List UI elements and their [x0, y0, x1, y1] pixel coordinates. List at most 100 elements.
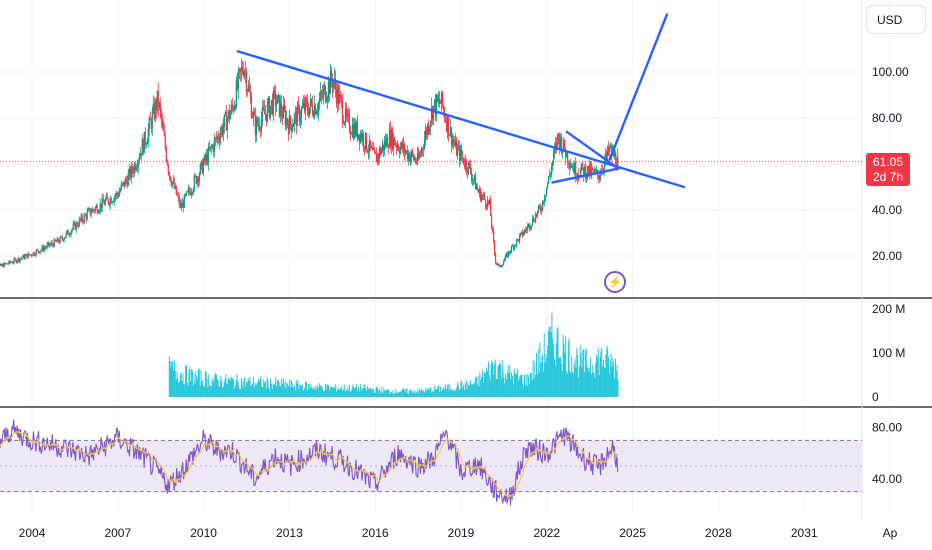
volume-bar	[469, 380, 471, 397]
volume-bar	[324, 383, 326, 397]
volume-bar	[231, 377, 233, 397]
candle-body	[161, 120, 163, 123]
candle-body	[341, 101, 344, 122]
candle-body	[598, 175, 600, 180]
candle-body	[516, 239, 518, 246]
rsi-ma-line	[0, 430, 619, 498]
volume-bar	[590, 357, 592, 397]
volume-bar	[559, 357, 561, 397]
volume-bar	[543, 333, 545, 397]
volume-bar	[454, 391, 456, 397]
candle-body	[551, 166, 553, 175]
candle-body	[449, 127, 452, 135]
candle-body	[552, 161, 554, 167]
volume-bar	[464, 383, 466, 397]
volume-bar	[451, 390, 453, 397]
volume-bar	[600, 351, 602, 397]
candle-body	[310, 98, 313, 105]
candle-body	[69, 234, 71, 236]
candle-body	[194, 175, 196, 177]
candle-body	[412, 154, 415, 160]
candle-body	[279, 102, 281, 117]
candle-body	[224, 111, 226, 115]
candle-body	[181, 202, 183, 208]
volume-bar	[342, 389, 344, 397]
volume-bar	[527, 373, 529, 397]
candle-body	[284, 110, 286, 126]
currency-selector[interactable]: USD	[866, 5, 926, 34]
volume-bar	[487, 370, 489, 397]
volume-bar	[354, 388, 356, 397]
volume-bar	[372, 389, 374, 397]
volume-bar	[524, 385, 526, 397]
candle-body	[158, 102, 160, 107]
volume-bar	[401, 390, 403, 397]
volume-bar	[453, 389, 455, 397]
volume-bar	[606, 345, 608, 397]
candle-body	[329, 70, 332, 94]
volume-bar	[227, 377, 229, 397]
volume-bar	[307, 383, 309, 397]
volume-bar	[220, 376, 222, 397]
volume-bar	[506, 372, 508, 397]
volume-bar	[605, 354, 607, 397]
candle-body	[269, 105, 271, 118]
volume-bar	[322, 388, 324, 397]
candle-body	[563, 139, 565, 151]
candle-body	[591, 168, 593, 175]
volume-bar	[542, 371, 544, 397]
candle-body	[450, 127, 453, 145]
candle-body	[604, 160, 606, 170]
volume-axis-label: 200 M	[872, 302, 905, 316]
last-price-tag: 61.05 2d 7h	[866, 153, 910, 186]
candle-body	[526, 229, 528, 231]
candle-body	[231, 104, 233, 108]
candle-body	[280, 102, 282, 115]
candle-body	[10, 262, 12, 264]
candle-body	[47, 242, 49, 245]
volume-bar	[571, 355, 573, 397]
volume-bar	[422, 389, 424, 397]
volume-bar	[283, 385, 285, 397]
candle-body	[27, 253, 29, 258]
candle-body	[234, 106, 236, 108]
candle-body	[16, 261, 18, 263]
volume-bar	[442, 387, 444, 397]
candle-body	[353, 123, 356, 139]
candle-body	[514, 244, 516, 249]
candle-body	[374, 152, 377, 155]
volume-bar	[203, 386, 205, 397]
volume-bar	[481, 376, 483, 397]
candle-body	[524, 229, 526, 234]
candle-body	[542, 200, 544, 211]
volume-bar	[368, 388, 370, 397]
volume-bar	[463, 389, 465, 397]
candle-body	[249, 91, 251, 98]
candle-body	[117, 194, 119, 197]
candle-body	[173, 180, 175, 189]
volume-bar	[509, 365, 511, 397]
candle-body	[289, 116, 292, 125]
candle-body	[206, 154, 208, 164]
candle-body	[322, 89, 325, 98]
volume-bar	[353, 387, 355, 397]
volume-bar	[200, 370, 202, 397]
candle-body	[594, 169, 596, 173]
candle-body	[43, 247, 45, 251]
volume-bar	[424, 391, 426, 397]
lightning-bolt-icon[interactable]: ⚡	[604, 271, 626, 293]
volume-bar	[450, 389, 452, 397]
candle-body	[522, 231, 524, 236]
candle-body	[195, 175, 197, 184]
volume-bar	[217, 379, 219, 397]
candle-body	[226, 118, 228, 131]
volume-bar	[383, 387, 385, 397]
candle-body	[453, 142, 456, 146]
candle-body	[93, 210, 95, 212]
volume-bar	[174, 370, 176, 397]
candle-body	[105, 195, 107, 201]
volume-bar	[235, 380, 237, 397]
volume-bar	[346, 391, 348, 397]
candle-body	[176, 194, 178, 196]
